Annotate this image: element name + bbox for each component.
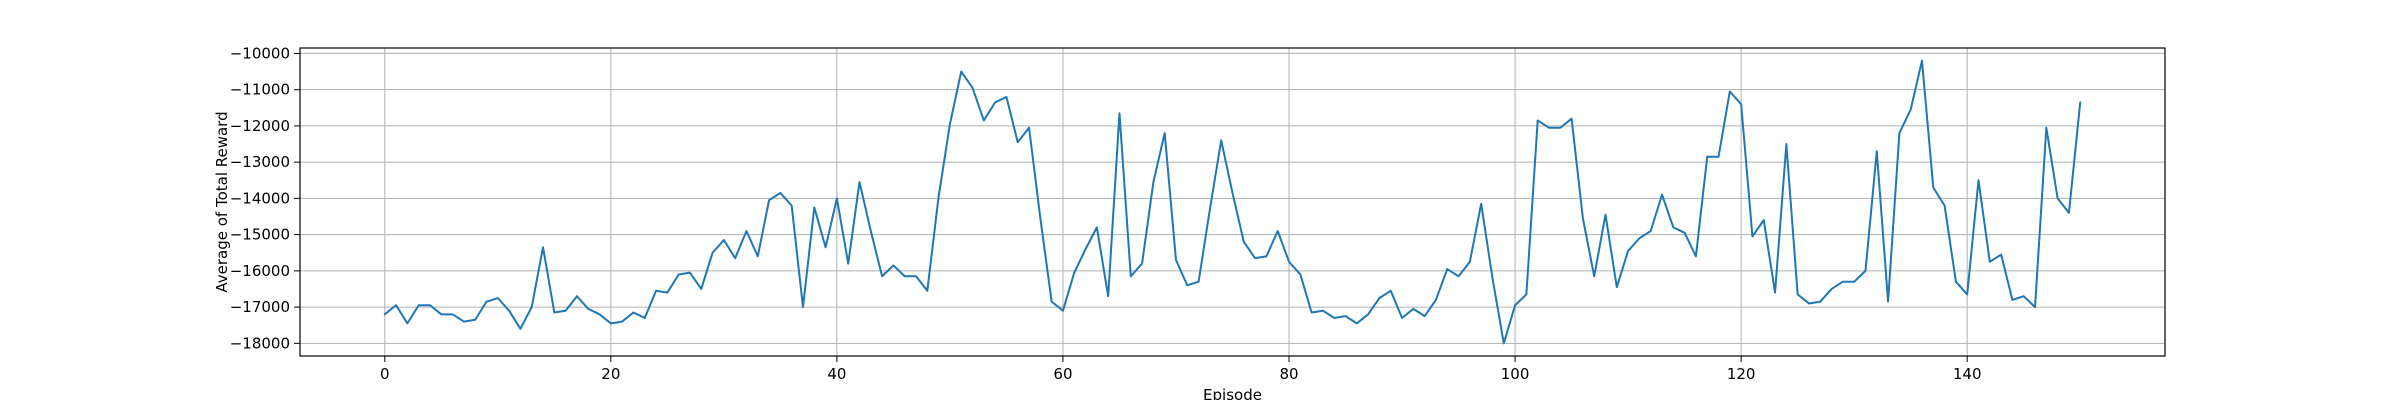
y-tick-label: −12000 [230,117,290,135]
x-tick-label: 80 [1279,365,1298,383]
x-tick-label: 100 [1501,365,1530,383]
x-tick-label: 0 [380,365,390,383]
series-layer [383,59,2082,345]
y-tick-label: −10000 [230,44,290,62]
x-tick-label: 140 [1953,365,1982,383]
x-tick-label: 40 [827,365,846,383]
x-tick-label: 60 [1053,365,1072,383]
grid [300,48,2165,356]
y-tick-label: −15000 [230,226,290,244]
y-tick-label: −14000 [230,189,290,207]
x-tick-label: 20 [601,365,620,383]
x-tick-label: 120 [1727,365,1756,383]
y-tick-label: −13000 [230,153,290,171]
y-tick-label: −17000 [230,298,290,316]
y-axis-label: Average of Total Reward [213,111,231,292]
y-tick-label: −18000 [230,334,290,352]
series-line [383,59,2082,345]
y-axis-ticks: −18000 −17000 −16000 −15000 −14000 −13000 −120… [230,44,300,352]
x-axis-label: Episode [1203,386,1262,400]
plot-frame [299,47,2166,357]
x-axis-ticks: 0 20 40 60 80 100 120 140 [380,356,1982,383]
y-tick-label: −16000 [230,262,290,280]
y-tick-label: −11000 [230,81,290,99]
